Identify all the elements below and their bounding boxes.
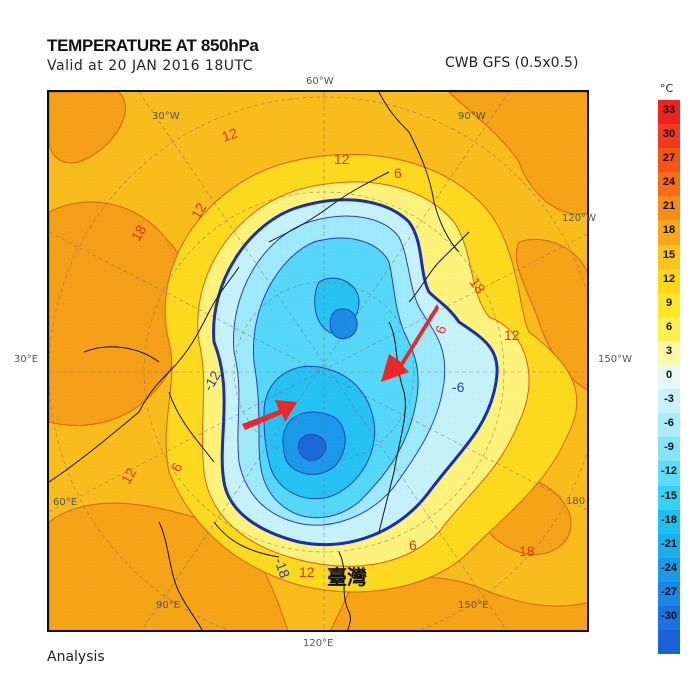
- colorbar-tick-label: 0: [665, 369, 673, 382]
- map-graphic: 12 6 18 12 18 6 12 12 6 18 12 6 18 12 -1…: [49, 92, 587, 630]
- colorbar-cell: -18: [658, 509, 680, 534]
- colorbar-tick-label: 9: [665, 296, 673, 309]
- colorbar-cell: -24: [658, 557, 680, 582]
- colorbar: 33 30 27 24 21 18 15 12 9 6 3 0 -3 -6 -9 -12 -15 -18 -21 -2…: [658, 100, 680, 655]
- colorbar-cell: 6: [658, 316, 680, 341]
- lon-label-150e: 150°E: [458, 600, 489, 611]
- colorbar-cell: -12: [658, 461, 680, 486]
- colorbar-cell: -15: [658, 485, 680, 510]
- colorbar-cell: 3: [658, 340, 680, 366]
- colorbar-cell: 33: [658, 100, 680, 125]
- colorbar-tick-label: -24: [661, 561, 677, 574]
- colorbar-cell: -6: [658, 413, 680, 438]
- lon-label-60w: 60°W: [306, 76, 334, 87]
- colorbar-tick-label: -30: [661, 609, 677, 622]
- valid-time: Valid at 20 JAN 2016 18UTC: [47, 58, 253, 74]
- colorbar-tick-label: 18: [662, 224, 676, 237]
- taiwan-annotation: 臺灣: [327, 565, 367, 589]
- svg-text:12: 12: [334, 151, 350, 167]
- lon-label-30e: 30°E: [14, 354, 39, 365]
- colorbar-tick-label: -3: [664, 393, 674, 406]
- colorbar-cell: -9: [658, 437, 680, 462]
- colorbar-tick-label: -15: [661, 489, 677, 502]
- svg-text:12: 12: [188, 200, 210, 222]
- model-label: CWB GFS (0.5x0.5): [445, 55, 579, 71]
- lon-label-90w: 90°W: [458, 111, 486, 122]
- colorbar-tick-label: 27: [662, 152, 676, 165]
- colorbar-tick-label: -27: [661, 585, 677, 598]
- colorbar-cell: 9: [658, 292, 680, 317]
- colorbar-cell: 24: [658, 172, 680, 197]
- svg-text:12: 12: [504, 327, 520, 343]
- colorbar-tick-label: 21: [662, 200, 676, 213]
- colorbar-tick-label: -18: [661, 513, 677, 526]
- colorbar-tick-label: 6: [665, 320, 673, 333]
- chart-title: TEMPERATURE AT 850hPa: [47, 36, 259, 55]
- colorbar-cell: 27: [658, 148, 680, 173]
- colorbar-cell: 12: [658, 268, 680, 293]
- colorbar-cell: 30: [658, 124, 680, 149]
- colorbar-cell: 15: [658, 244, 680, 269]
- colorbar-tick-label: -12: [661, 465, 677, 478]
- svg-text:12: 12: [299, 564, 315, 580]
- svg-text:-18: -18: [271, 556, 293, 581]
- colorbar-cell: 21: [658, 196, 680, 221]
- colorbar-unit: °C: [660, 82, 674, 95]
- lon-label-120e: 120°E: [303, 638, 334, 649]
- svg-text:18: 18: [519, 543, 535, 559]
- colorbar-tick-label: 15: [662, 248, 676, 261]
- svg-text:-6: -6: [452, 379, 465, 395]
- lon-label-30w: 30°W: [152, 111, 180, 122]
- colorbar-tick-label: -9: [664, 441, 674, 454]
- colorbar-tick-label: 3: [665, 344, 673, 357]
- svg-text:12: 12: [220, 124, 240, 144]
- colorbar-tick-label: -6: [664, 417, 674, 430]
- colorbar-tick-label: -21: [661, 537, 677, 550]
- lon-label-60e: 60°E: [53, 497, 78, 508]
- colorbar-cell: 18: [658, 220, 680, 245]
- colorbar-cell: -27: [658, 581, 680, 606]
- lon-label-90e: 90°E: [156, 600, 181, 611]
- colorbar-cell: -3: [658, 389, 680, 414]
- colorbar-tick-label: 12: [662, 272, 676, 285]
- lon-label-120w: 120°W: [562, 213, 596, 224]
- colorbar-cell: -30: [658, 605, 680, 631]
- temperature-map: 12 6 18 12 18 6 12 12 6 18 12 6 18 12 -1…: [47, 90, 589, 632]
- colorbar-tick-label: 33: [662, 104, 676, 116]
- analysis-label: Analysis: [47, 649, 105, 665]
- lon-label-150w: 150°W: [598, 354, 632, 365]
- colorbar-cell: -21: [658, 533, 680, 558]
- svg-text:6: 6: [394, 165, 402, 181]
- colorbar-tick-label: 24: [662, 176, 676, 189]
- colorbar-cell: [658, 630, 680, 655]
- svg-text:6: 6: [409, 537, 417, 553]
- lon-label-180: 180: [566, 496, 586, 507]
- svg-text:12: 12: [118, 465, 140, 487]
- colorbar-cell: 0: [658, 365, 680, 390]
- colorbar-tick-label: 30: [662, 128, 676, 141]
- svg-text:18: 18: [128, 222, 150, 244]
